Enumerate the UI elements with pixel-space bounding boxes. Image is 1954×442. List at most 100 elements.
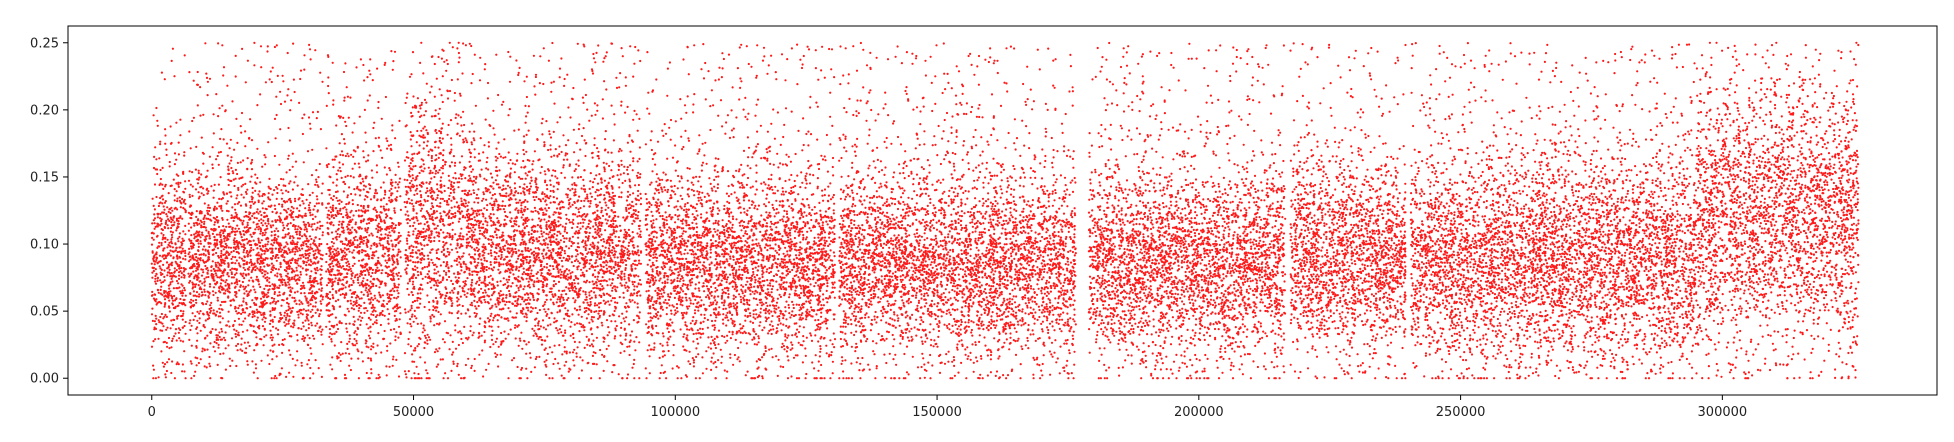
scatter-point <box>410 255 412 257</box>
scatter-point <box>307 240 309 242</box>
scatter-point <box>409 76 411 78</box>
scatter-point <box>436 197 438 199</box>
scatter-point <box>414 349 416 351</box>
scatter-point <box>387 318 389 320</box>
scatter-point <box>377 101 379 103</box>
scatter-point <box>316 280 318 282</box>
scatter-point <box>396 190 398 192</box>
scatter-point <box>345 209 347 211</box>
scatter-point <box>424 361 426 363</box>
scatter-point <box>282 178 284 180</box>
scatter-point <box>425 218 427 220</box>
scatter-point <box>282 222 284 224</box>
scatter-point <box>335 274 337 276</box>
scatter-point <box>240 343 242 345</box>
scatter-point <box>427 195 429 197</box>
scatter-point <box>184 255 186 257</box>
scatter-point <box>345 155 347 157</box>
scatter-point <box>335 277 337 279</box>
scatter-point <box>350 239 352 241</box>
scatter-point <box>214 239 216 241</box>
scatter-point <box>268 288 270 290</box>
scatter-point <box>253 64 255 66</box>
point-segment <box>404 42 467 380</box>
scatter-point <box>271 248 273 250</box>
scatter-point <box>276 211 278 213</box>
scatter-point <box>420 130 422 132</box>
scatter-point <box>151 263 153 265</box>
scatter-point <box>419 356 421 358</box>
scatter-point <box>447 224 449 226</box>
scatter-point <box>411 377 413 379</box>
scatter-point <box>209 342 211 344</box>
scatter-point <box>289 315 291 317</box>
scatter-point <box>274 230 276 232</box>
scatter-point <box>416 212 418 214</box>
scatter-point <box>299 78 301 80</box>
scatter-point <box>335 215 337 217</box>
scatter-point <box>353 338 355 340</box>
scatter-point <box>178 302 180 304</box>
scatter-point <box>339 199 341 201</box>
scatter-point <box>370 267 372 269</box>
scatter-point <box>178 217 180 219</box>
scatter-point <box>245 290 247 292</box>
scatter-point <box>245 211 247 213</box>
scatter-point <box>168 300 170 302</box>
scatter-point <box>242 220 244 222</box>
scatter-point <box>390 188 392 190</box>
scatter-point <box>328 218 330 220</box>
scatter-point <box>426 145 428 147</box>
scatter-point <box>282 254 284 256</box>
scatter-point <box>243 233 245 235</box>
scatter-point <box>155 268 157 270</box>
scatter-point <box>454 100 456 102</box>
scatter-point <box>249 118 251 120</box>
scatter-point <box>424 266 426 268</box>
scatter-point <box>389 342 391 344</box>
scatter-point <box>393 207 395 209</box>
scatter-point <box>446 279 448 281</box>
scatter-point <box>198 312 200 314</box>
scatter-point <box>363 205 365 207</box>
scatter-point <box>207 276 209 278</box>
scatter-point <box>310 270 312 272</box>
scatter-point <box>183 151 185 153</box>
scatter-point <box>275 137 277 139</box>
scatter-point <box>209 214 211 216</box>
scatter-point <box>344 255 346 257</box>
scatter-point <box>449 348 451 350</box>
scatter-point <box>300 265 302 267</box>
scatter-point <box>176 254 178 256</box>
scatter-point <box>289 237 291 239</box>
scatter-point <box>207 204 209 206</box>
scatter-point <box>367 206 369 208</box>
scatter-point <box>213 224 215 226</box>
scatter-point <box>394 187 396 189</box>
scatter-point <box>237 334 239 336</box>
scatter-point <box>388 231 390 233</box>
scatter-point <box>450 243 452 245</box>
scatter-point <box>219 315 221 317</box>
scatter-point <box>388 145 390 147</box>
scatter-point <box>380 264 382 266</box>
scatter-point <box>360 312 362 314</box>
scatter-point <box>404 201 406 203</box>
scatter-point <box>168 264 170 266</box>
scatter-point <box>296 231 298 233</box>
scatter-point <box>305 257 307 259</box>
scatter-point <box>228 325 230 327</box>
scatter-point <box>189 256 191 258</box>
scatter-point <box>460 198 462 200</box>
scatter-point <box>302 241 304 243</box>
scatter-point <box>250 277 252 279</box>
scatter-point <box>320 295 322 297</box>
scatter-point <box>164 78 166 80</box>
scatter-point <box>167 239 169 241</box>
scatter-point <box>410 345 412 347</box>
scatter-point <box>361 228 363 230</box>
scatter-point <box>419 107 421 109</box>
scatter-point <box>266 280 268 282</box>
scatter-point <box>278 203 280 205</box>
scatter-point <box>384 315 386 317</box>
